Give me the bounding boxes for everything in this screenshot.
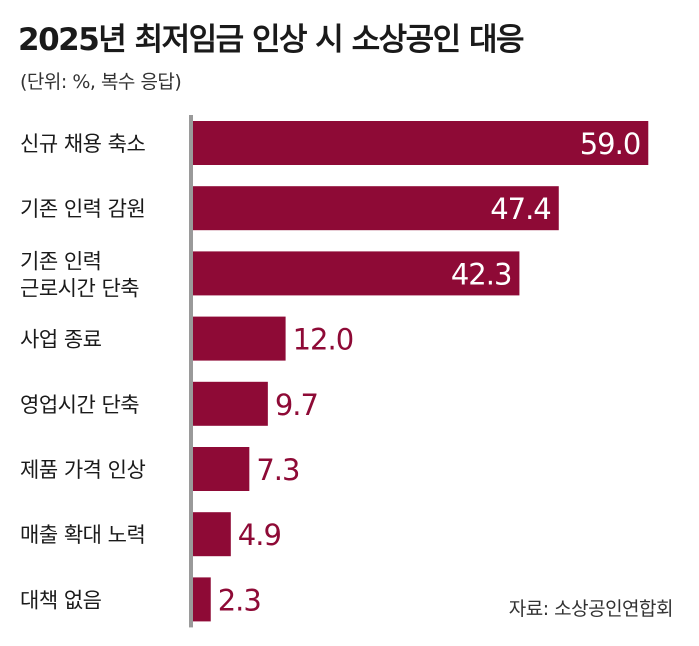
value-label: 9.7	[275, 388, 318, 422]
category-label: 제품 가격 인상	[20, 458, 145, 482]
category-label: 영업시간 단축	[20, 393, 139, 417]
bar	[193, 512, 231, 557]
bar	[193, 316, 286, 361]
value-label: 47.4	[490, 192, 551, 226]
chart-subtitle: (단위: %, 복수 응답)	[20, 71, 182, 93]
bar	[193, 186, 559, 231]
value-label: 59.0	[580, 127, 641, 161]
bar	[193, 577, 211, 622]
bar	[193, 121, 649, 165]
value-label: 12.0	[293, 323, 354, 357]
value-label: 4.9	[238, 518, 281, 552]
category-label: 신규 채용 축소	[20, 132, 145, 156]
y-axis-line	[189, 115, 193, 628]
category-label: 매출 확대 노력	[20, 523, 145, 547]
value-label: 7.3	[256, 453, 299, 487]
category-label: 대책 없음	[20, 588, 102, 612]
bar	[193, 381, 268, 426]
category-label: 사업 종료	[20, 328, 102, 352]
source-note: 자료: 소상공인연합회	[508, 598, 674, 620]
category-label: 기존 인력 감원	[20, 197, 145, 221]
value-label: 42.3	[451, 257, 512, 291]
bar	[193, 447, 250, 491]
bar	[193, 251, 520, 296]
category-label: 기존 인력 근로시간 단축	[20, 249, 139, 300]
value-label: 2.3	[218, 583, 261, 617]
chart-title: 2025년 최저임금 인상 시 소상공인 대응	[18, 22, 525, 58]
